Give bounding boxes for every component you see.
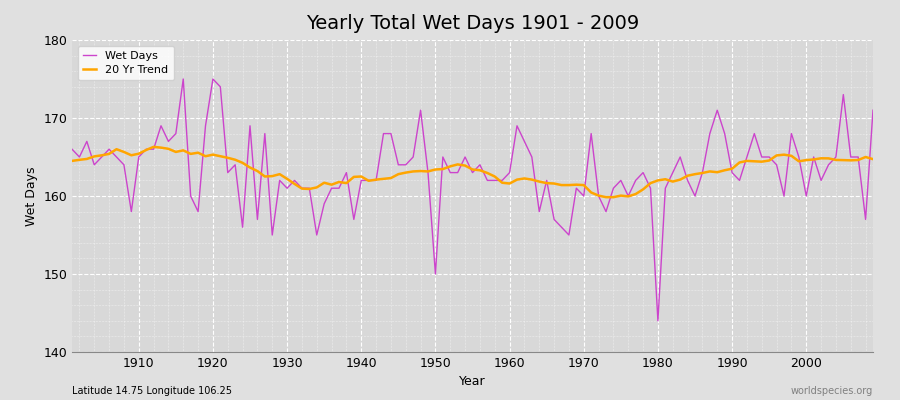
Wet Days: [504, 170, 515, 175]
Title: Yearly Total Wet Days 1901 - 2009: Yearly Total Wet Days 1901 - 2009: [306, 14, 639, 33]
Line: Wet Days: Wet Days: [72, 79, 873, 321]
Wet Days: [341, 170, 352, 175]
20 Yr Trend: [296, 186, 307, 191]
Wet Days: [67, 147, 77, 152]
Legend: Wet Days, 20 Yr Trend: Wet Days, 20 Yr Trend: [77, 46, 174, 80]
20 Yr Trend: [600, 195, 611, 200]
Wet Days: [600, 209, 611, 214]
Wet Days: [296, 186, 307, 190]
20 Yr Trend: [608, 195, 619, 200]
Wet Days: [511, 123, 522, 128]
20 Yr Trend: [126, 153, 137, 158]
Wet Days: [126, 209, 137, 214]
X-axis label: Year: Year: [459, 376, 486, 388]
Wet Days: [652, 318, 663, 323]
Wet Days: [868, 108, 878, 112]
Text: Latitude 14.75 Longitude 106.25: Latitude 14.75 Longitude 106.25: [72, 386, 232, 396]
20 Yr Trend: [341, 181, 352, 186]
Wet Days: [178, 76, 189, 81]
Y-axis label: Wet Days: Wet Days: [24, 166, 38, 226]
Text: worldspecies.org: worldspecies.org: [791, 386, 873, 396]
20 Yr Trend: [67, 158, 77, 163]
Line: 20 Yr Trend: 20 Yr Trend: [72, 147, 873, 197]
20 Yr Trend: [504, 181, 515, 186]
20 Yr Trend: [868, 157, 878, 162]
20 Yr Trend: [511, 177, 522, 182]
20 Yr Trend: [148, 144, 159, 149]
